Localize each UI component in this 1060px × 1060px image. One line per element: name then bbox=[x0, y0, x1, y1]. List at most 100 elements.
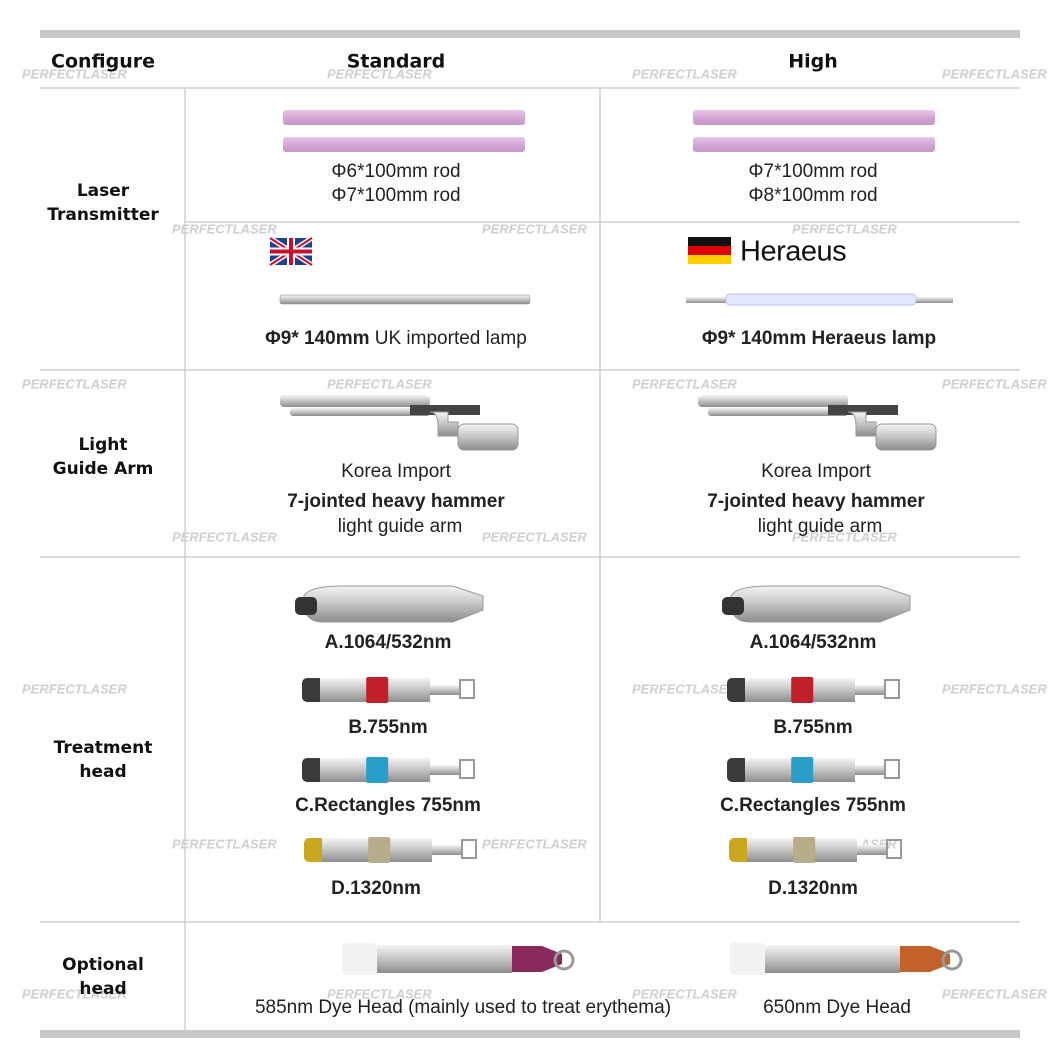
arm-desc: light guide arm bbox=[338, 516, 463, 537]
handpiece bbox=[729, 837, 902, 863]
lamp bbox=[916, 297, 953, 303]
arm-origin: Korea Import bbox=[341, 461, 452, 482]
hp-tip bbox=[727, 758, 749, 782]
flag-cross bbox=[270, 238, 312, 265]
dh-ring bbox=[553, 949, 575, 971]
head-name: C.Rectangles 755nm bbox=[295, 795, 481, 816]
head-name: B.755nm bbox=[348, 717, 427, 738]
arm-part bbox=[457, 423, 519, 451]
rod-spec: Φ7*100mm rod bbox=[748, 161, 877, 182]
hp-band bbox=[791, 757, 814, 783]
hp-tip bbox=[722, 597, 744, 615]
optional-head: 585nm Dye Head (mainly used to treat ery… bbox=[255, 997, 671, 1018]
watermark: PERFECTLASER bbox=[22, 986, 127, 1001]
watermark: PERFECTLASER bbox=[22, 681, 127, 696]
hp-neck bbox=[430, 765, 460, 775]
handpiece-a bbox=[295, 585, 484, 623]
row-label: Optional bbox=[62, 955, 144, 975]
watermark: PERFECTLASER bbox=[22, 66, 127, 81]
lamp bbox=[725, 293, 917, 306]
optional-head: 650nm Dye Head bbox=[763, 997, 911, 1018]
watermark: PERFECTLASER bbox=[172, 529, 277, 544]
row-label: head bbox=[79, 762, 126, 782]
hp-hook bbox=[461, 839, 477, 859]
dh-tip bbox=[342, 943, 377, 975]
lamp-size: Φ9* 140mm bbox=[265, 328, 369, 349]
lamp-spec: Φ9* 140mm UK imported lamp bbox=[265, 328, 527, 349]
hp-neck bbox=[857, 845, 887, 855]
watermark: PERFECTLASER bbox=[22, 376, 127, 391]
rod-spec: Φ7*100mm rod bbox=[331, 185, 460, 206]
dh-band bbox=[900, 946, 950, 972]
hp-hook bbox=[884, 679, 900, 699]
dh-body bbox=[377, 945, 512, 973]
watermark: PERFECTLASER bbox=[942, 376, 1047, 391]
row-label: Treatment bbox=[54, 738, 153, 758]
uk-flag bbox=[268, 235, 314, 268]
arm-desc: light guide arm bbox=[758, 516, 883, 537]
watermark: PERFECTLASER bbox=[482, 529, 587, 544]
hp-neck bbox=[855, 685, 885, 695]
lamp bbox=[279, 294, 531, 305]
watermark: PERFECTLASER bbox=[942, 66, 1047, 81]
arm-part bbox=[410, 405, 480, 415]
de-flag bbox=[688, 255, 731, 264]
header-cell: High bbox=[788, 51, 838, 73]
head-name: B.755nm bbox=[773, 717, 852, 738]
hp-hook bbox=[886, 839, 902, 859]
lamp bbox=[686, 297, 726, 303]
hp-neck bbox=[430, 685, 460, 695]
hp-band bbox=[791, 677, 814, 703]
dh-band bbox=[512, 946, 562, 972]
watermark: PERFECTLASER bbox=[172, 836, 277, 851]
light-guide-arm bbox=[280, 395, 519, 451]
watermark: PERFECTLASER bbox=[942, 681, 1047, 696]
head-name: A.1064/532nm bbox=[325, 632, 452, 653]
brand: Heraeus bbox=[740, 236, 846, 268]
dye-head bbox=[730, 943, 963, 975]
laser-rod bbox=[693, 137, 935, 152]
header-cell: Configure bbox=[51, 51, 155, 73]
hp-body bbox=[302, 585, 484, 623]
hp-tip bbox=[729, 838, 751, 862]
arm-part bbox=[875, 423, 937, 451]
de-flag bbox=[688, 246, 731, 255]
handpiece-a bbox=[722, 585, 911, 623]
head-name: D.1320nm bbox=[768, 878, 858, 899]
watermark: PERFECTLASER bbox=[327, 376, 432, 391]
head-name: C.Rectangles 755nm bbox=[720, 795, 906, 816]
hp-tip bbox=[295, 597, 317, 615]
dh-ring bbox=[941, 949, 963, 971]
hp-body bbox=[729, 585, 911, 623]
bottom-bar bbox=[40, 1030, 1020, 1038]
arm-part bbox=[429, 411, 459, 437]
hp-tip bbox=[304, 838, 326, 862]
watermark: PERFECTLASER bbox=[792, 221, 897, 236]
rod-spec: Φ6*100mm rod bbox=[331, 161, 460, 182]
watermark: PERFECTLASER bbox=[172, 221, 277, 236]
hp-band bbox=[793, 837, 816, 863]
watermark: PERFECTLASER bbox=[942, 986, 1047, 1001]
hp-neck bbox=[855, 765, 885, 775]
arm-type: 7-jointed heavy hammer bbox=[707, 491, 925, 512]
watermark: PERFECTLASER bbox=[482, 836, 587, 851]
hp-hook bbox=[459, 679, 475, 699]
rod-spec: Φ8*100mm rod bbox=[748, 185, 877, 206]
hp-band bbox=[366, 677, 389, 703]
grid bbox=[40, 87, 1020, 1030]
head-name: A.1064/532nm bbox=[750, 632, 877, 653]
handpiece bbox=[727, 757, 900, 783]
lamp-spec: Φ9* 140mm Heraeus lamp bbox=[702, 328, 936, 349]
header-cell: Standard bbox=[347, 51, 446, 73]
hp-band bbox=[366, 757, 389, 783]
hp-tip bbox=[302, 678, 324, 702]
watermark: PERFECTLASER bbox=[482, 221, 587, 236]
arm-origin: Korea Import bbox=[761, 461, 872, 482]
arm-part bbox=[280, 395, 430, 407]
watermark: PERFECTLASER bbox=[632, 986, 737, 1001]
lamp-desc: UK imported lamp bbox=[369, 328, 526, 349]
row-label: Transmitter bbox=[47, 205, 159, 225]
handpiece bbox=[302, 677, 475, 703]
product-images bbox=[268, 110, 963, 975]
